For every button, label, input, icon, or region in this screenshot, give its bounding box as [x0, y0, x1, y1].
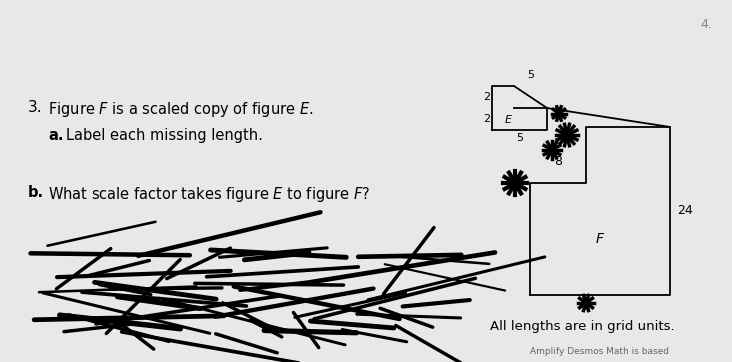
Text: 5: 5: [527, 71, 534, 80]
Text: 24: 24: [677, 205, 692, 218]
Text: 8: 8: [554, 155, 562, 168]
Text: 2: 2: [483, 92, 490, 102]
Text: 3.: 3.: [28, 100, 42, 115]
Text: 2: 2: [483, 114, 490, 124]
Text: $E$: $E$: [504, 113, 513, 125]
Text: Label each missing length.: Label each missing length.: [66, 128, 263, 143]
Text: Amplify Desmos Math is based: Amplify Desmos Math is based: [530, 347, 669, 356]
Text: a.: a.: [48, 128, 64, 143]
Text: What scale factor takes figure $E$ to figure $F$?: What scale factor takes figure $E$ to fi…: [48, 185, 370, 204]
Text: $F$: $F$: [595, 232, 605, 246]
Text: 5: 5: [516, 133, 523, 143]
Text: b.: b.: [28, 185, 44, 200]
Text: Figure $F$ is a scaled copy of figure $E$.: Figure $F$ is a scaled copy of figure $E…: [48, 100, 313, 119]
Text: All lengths are in grid units.: All lengths are in grid units.: [490, 320, 675, 333]
Text: 4.: 4.: [700, 18, 712, 31]
